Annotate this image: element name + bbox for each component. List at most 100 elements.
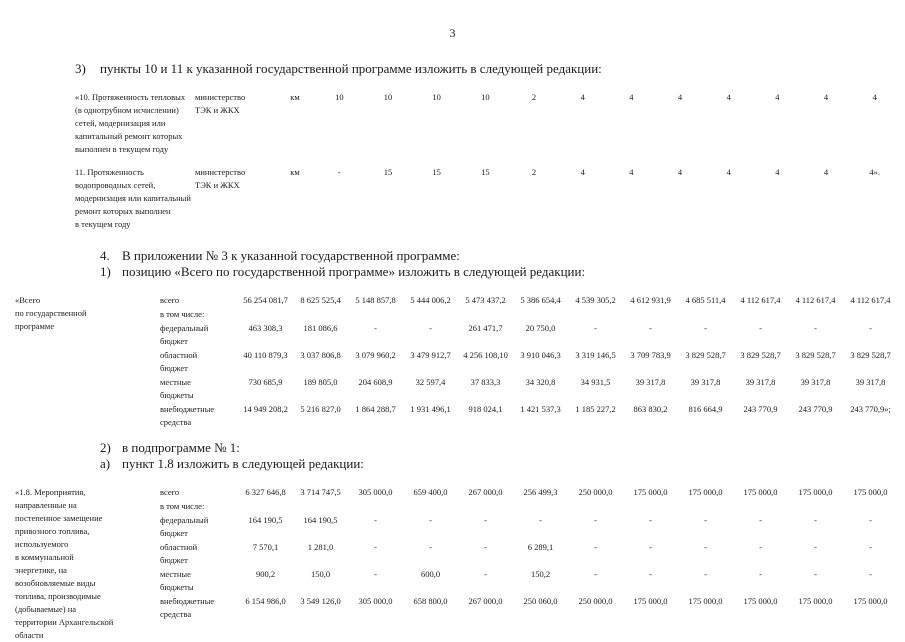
paragraph-edit-items: 3) пункты 10 и 11 к указанной государств… (75, 61, 905, 77)
value-cell: 4 (775, 92, 780, 102)
value-cell: 175 000,0 (853, 596, 888, 606)
value-cell: 4 (677, 167, 683, 177)
list-marker: 1) (100, 264, 111, 279)
value-cell: 243 770,9 (743, 404, 778, 414)
value-cell: 34 320,8 (525, 377, 556, 387)
funding-source: всего (160, 487, 180, 497)
value-cell: 34 931,5 (580, 377, 611, 387)
value-cell: 10 (432, 92, 441, 102)
budget-row-regional: областной бюджет 40 110 879,3 3 037 806,8… (160, 349, 905, 375)
value-cell: - (429, 515, 432, 525)
funding-source: всего (160, 295, 180, 305)
funding-values: 6 327 646,8 3 714 747,5 305 000,0 659 400,0… (238, 486, 898, 499)
value-cell: 189 805,0 (303, 377, 338, 387)
paragraph-text: позицию «Всего по государственной програ… (122, 264, 586, 279)
budget-row-extrabudgetary: внебюджетные средства 6 154 986,0 3 549 1… (160, 595, 905, 621)
paragraph-total-position: 1) позицию «Всего по государственной про… (100, 264, 905, 280)
value-cell: 164 190,5 (303, 515, 338, 525)
value-cell: 20 750,0 (525, 323, 556, 333)
value-cell: 3 549 126,0 (300, 596, 341, 606)
value-cell: 4 (726, 92, 731, 102)
value-cell: 10 (481, 92, 490, 102)
value-cell: - (704, 569, 707, 579)
value-cell: 4 256 108,10 (463, 350, 508, 360)
value-cell: 3 319 146,5 (575, 350, 616, 360)
funding-source: местные бюджеты (160, 569, 194, 592)
value-cell: 816 664,9 (688, 404, 723, 414)
value-cell: 56 254 081,7 (243, 295, 288, 305)
value-cell: - (649, 515, 652, 525)
funding-values: 730 685,9 189 805,0 204 608,9 32 597,4 37 83… (238, 376, 898, 389)
value-cell: 5 148 857,8 (355, 295, 396, 305)
funding-source: внебюджетные средства (160, 596, 215, 619)
value-cell: - (759, 515, 762, 525)
value-cell: - (649, 323, 652, 333)
value-cell: 267 000,0 (468, 596, 503, 606)
value-cell: 39 317,8 (745, 377, 776, 387)
value-cell: 175 000,0 (688, 596, 723, 606)
funding-source: внебюджетные средства (160, 404, 215, 427)
value-cell: 4 (580, 167, 585, 177)
value-cell: 175 000,0 (688, 487, 723, 497)
value-cell: 4 539 305,2 (575, 295, 616, 305)
value-cell: 39 317,8 (690, 377, 721, 387)
value-cell: - (869, 542, 872, 552)
value-cell: - (594, 323, 597, 333)
budget-row-total: всего 6 327 646,8 3 714 747,5 305 000,0 659… (160, 486, 905, 499)
funding-values: 6 154 986,0 3 549 126,0 305 000,0 658 800,0… (238, 595, 898, 608)
value-cell: 8 625 525,4 (300, 295, 341, 305)
value-cell: 4 112 617,4 (850, 295, 891, 305)
budget-row-federal: федеральный бюджет 164 190,5 164 190,5 - - -… (160, 514, 905, 540)
value-cell: 4 112 617,4 (740, 295, 781, 305)
value-cell: 175 000,0 (633, 596, 668, 606)
value-cell: 3 829 528,7 (850, 350, 891, 360)
value-cell: 250 060,0 (523, 596, 558, 606)
funding-values: 164 190,5 164 190,5 - - - - - - - - - - (238, 514, 898, 527)
value-cell: 659 400,0 (413, 487, 448, 497)
value-cell: 150,0 (310, 569, 331, 579)
page-number: 3 (449, 26, 456, 40)
value-cell: 175 000,0 (633, 487, 668, 497)
value-cell: 39 317,8 (635, 377, 666, 387)
value-cell: - (484, 515, 487, 525)
value-cell: 900,2 (255, 569, 276, 579)
value-cell: - (484, 542, 487, 552)
value-cell: 164 190,5 (248, 515, 283, 525)
funding-values: 56 254 081,7 8 625 525,4 5 148 857,8 5 444 … (238, 294, 898, 307)
value-cell: 4 685 511,4 (685, 295, 726, 305)
budget-row-including: в том числе: (160, 308, 905, 321)
value-cell: - (814, 569, 817, 579)
value-cell: 15 (383, 167, 393, 177)
measure-label: «1.8. Мероприятия, направленные на посте… (15, 487, 114, 640)
value-cell: 32 597,4 (415, 377, 446, 387)
value-cell: 3 714 747,5 (300, 487, 341, 497)
paragraph-appendix: 4. В приложении № 3 к указанной государс… (100, 248, 905, 264)
value-cell: 1 185 227,2 (575, 404, 616, 414)
value-cell: 730 685,9 (248, 377, 283, 387)
value-cell: 4 (775, 167, 780, 177)
item18-table: «1.8. Мероприятия, направленные на посте… (15, 486, 905, 642)
value-cell: 3 709 783,9 (630, 350, 671, 360)
value-cell: - (869, 569, 872, 579)
value-cell: 7 570,1 (252, 542, 279, 552)
value-cell: 1 931 496,1 (410, 404, 451, 414)
value-cell: - (594, 569, 597, 579)
funding-values: 14 949 208,2 5 216 827,0 1 864 288,7 1 931 … (238, 403, 898, 416)
budget-row-regional: областной бюджет 7 570,1 1 281,0 - - - 6 289,… (160, 541, 905, 567)
value-cell: - (429, 323, 432, 333)
budget-row-local: местные бюджеты 900,2 150,0 - 600,0 - 150,2 - -… (160, 568, 905, 594)
value-cell: 4 (872, 92, 877, 102)
value-cell: 40 110 879,3 (243, 350, 288, 360)
value-cell: 250 000,0 (578, 596, 613, 606)
table-row-item-11: 11. Протяженность водопроводных сетей, м… (75, 166, 905, 231)
paragraph-subprogram: 2) в подпрограмме № 1: (100, 440, 905, 456)
value-cell: 4 (629, 167, 634, 177)
value-cell: - (759, 569, 762, 579)
value-cell: 305 000,0 (358, 487, 393, 497)
funding-source: областной бюджет (160, 350, 198, 373)
value-cell: 6 154 986,0 (245, 596, 286, 606)
value-cell: - (649, 542, 652, 552)
value-cell: - (484, 569, 487, 579)
value-cell: 37 833,3 (470, 377, 501, 387)
budget-row-including: в том числе: (160, 500, 905, 513)
